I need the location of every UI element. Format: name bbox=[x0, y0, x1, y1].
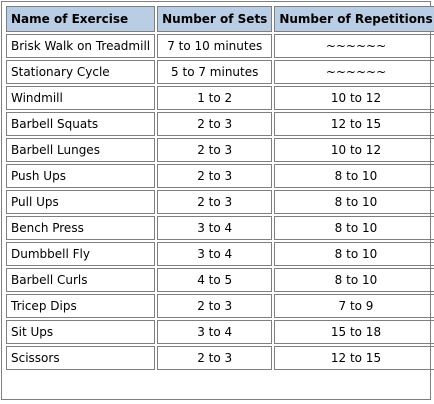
header-number-of-sets: Number of Sets bbox=[157, 6, 273, 32]
exercise-name-cell: Push Ups bbox=[6, 164, 156, 188]
sets-cell: 3 to 4 bbox=[157, 216, 273, 240]
sets-cell: 2 to 3 bbox=[157, 294, 273, 318]
exercise-name-cell: Dumbbell Fly bbox=[6, 242, 156, 266]
sets-cell: 4 to 5 bbox=[157, 268, 273, 292]
repetitions-cell: 7 to 9 bbox=[274, 294, 434, 318]
sets-cell: 3 to 4 bbox=[157, 320, 273, 344]
exercise-name-cell: Scissors bbox=[6, 346, 156, 370]
repetitions-cell: 8 to 10 bbox=[274, 216, 434, 240]
exercise-table: Name of Exercise Number of Sets Number o… bbox=[4, 4, 434, 372]
header-name-of-exercise: Name of Exercise bbox=[6, 6, 156, 32]
exercise-name-cell: Stationary Cycle bbox=[6, 60, 156, 84]
sets-cell: 3 to 4 bbox=[157, 242, 273, 266]
sets-cell: 2 to 3 bbox=[157, 138, 273, 162]
table-row: Windmill 1 to 2 10 to 12 bbox=[6, 86, 434, 110]
table-header-row: Name of Exercise Number of Sets Number o… bbox=[6, 6, 434, 32]
sets-cell: 5 to 7 minutes bbox=[157, 60, 273, 84]
sets-cell: 2 to 3 bbox=[157, 112, 273, 136]
exercise-name-cell: Barbell Curls bbox=[6, 268, 156, 292]
repetitions-cell: 12 to 15 bbox=[274, 112, 434, 136]
repetitions-cell: 8 to 10 bbox=[274, 190, 434, 214]
table-row: Barbell Lunges 2 to 3 10 to 12 bbox=[6, 138, 434, 162]
table-row: Brisk Walk on Treadmill 7 to 10 minutes … bbox=[6, 34, 434, 58]
exercise-name-cell: Tricep Dips bbox=[6, 294, 156, 318]
repetitions-cell: 15 to 18 bbox=[274, 320, 434, 344]
table-row: Dumbbell Fly 3 to 4 8 to 10 bbox=[6, 242, 434, 266]
table-row: Push Ups 2 to 3 8 to 10 bbox=[6, 164, 434, 188]
exercise-name-cell: Windmill bbox=[6, 86, 156, 110]
sets-cell: 1 to 2 bbox=[157, 86, 273, 110]
table-row: Barbell Squats 2 to 3 12 to 15 bbox=[6, 112, 434, 136]
sets-cell: 2 to 3 bbox=[157, 346, 273, 370]
repetitions-cell: ~~~~~~ bbox=[274, 60, 434, 84]
repetitions-cell: 8 to 10 bbox=[274, 164, 434, 188]
table-row: Pull Ups 2 to 3 8 to 10 bbox=[6, 190, 434, 214]
repetitions-cell: 10 to 12 bbox=[274, 86, 434, 110]
exercise-name-cell: Barbell Squats bbox=[6, 112, 156, 136]
table-row: Stationary Cycle 5 to 7 minutes ~~~~~~ bbox=[6, 60, 434, 84]
exercise-name-cell: Bench Press bbox=[6, 216, 156, 240]
sets-cell: 2 to 3 bbox=[157, 164, 273, 188]
exercise-name-cell: Pull Ups bbox=[6, 190, 156, 214]
table-row: Tricep Dips 2 to 3 7 to 9 bbox=[6, 294, 434, 318]
table-row: Sit Ups 3 to 4 15 to 18 bbox=[6, 320, 434, 344]
exercise-name-cell: Barbell Lunges bbox=[6, 138, 156, 162]
repetitions-cell: ~~~~~~ bbox=[274, 34, 434, 58]
table-row: Scissors 2 to 3 12 to 15 bbox=[6, 346, 434, 370]
table-row: Barbell Curls 4 to 5 8 to 10 bbox=[6, 268, 434, 292]
exercise-name-cell: Brisk Walk on Treadmill bbox=[6, 34, 156, 58]
repetitions-cell: 10 to 12 bbox=[274, 138, 434, 162]
repetitions-cell: 8 to 10 bbox=[274, 268, 434, 292]
table-row: Bench Press 3 to 4 8 to 10 bbox=[6, 216, 434, 240]
sets-cell: 2 to 3 bbox=[157, 190, 273, 214]
exercise-name-cell: Sit Ups bbox=[6, 320, 156, 344]
repetitions-cell: 8 to 10 bbox=[274, 242, 434, 266]
header-number-of-repetitions: Number of Repetitions bbox=[274, 6, 434, 32]
sets-cell: 7 to 10 minutes bbox=[157, 34, 273, 58]
repetitions-cell: 12 to 15 bbox=[274, 346, 434, 370]
